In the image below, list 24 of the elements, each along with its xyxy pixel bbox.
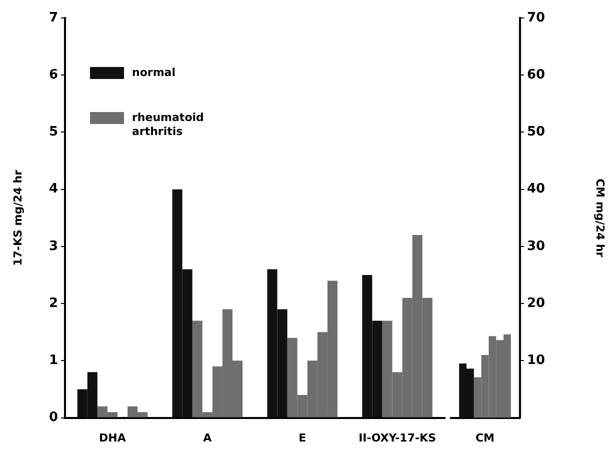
y-tick-label: 3: [48, 238, 58, 254]
x-tick-label: E: [298, 431, 306, 444]
y2-tick-label: 10: [527, 353, 546, 368]
legend-label: rheumatoid arthritis: [132, 110, 204, 138]
y-tick-label: 1: [48, 353, 58, 368]
y-axis-title: 17-KS mg/24 hr: [11, 169, 24, 266]
x-tick-label: A: [203, 431, 212, 444]
y-tick-label: 2: [48, 296, 58, 311]
y2-tick-label: 20: [527, 296, 546, 311]
y-tick-label: 7: [48, 10, 58, 26]
y-tick-label: 4: [48, 182, 58, 197]
x-tick-label: DHA: [99, 431, 126, 444]
y2-tick-label: 30: [527, 238, 546, 254]
y2-axis-title: CM mg/24 hr: [594, 178, 607, 258]
y2-tick-label: 50: [527, 124, 546, 140]
x-tick-label: CM: [475, 431, 495, 444]
y2-tick-label: 60: [527, 67, 546, 82]
y-tick-label: 5: [48, 124, 58, 140]
x-tick-label: II-OXY-17-KS: [358, 431, 436, 444]
legend-label: normal: [132, 66, 176, 79]
y2-tick-label: 40: [527, 182, 546, 197]
y2-tick-label: 70: [527, 10, 546, 26]
y-tick-label: 0: [48, 410, 58, 426]
y-tick-label: 6: [48, 67, 58, 82]
